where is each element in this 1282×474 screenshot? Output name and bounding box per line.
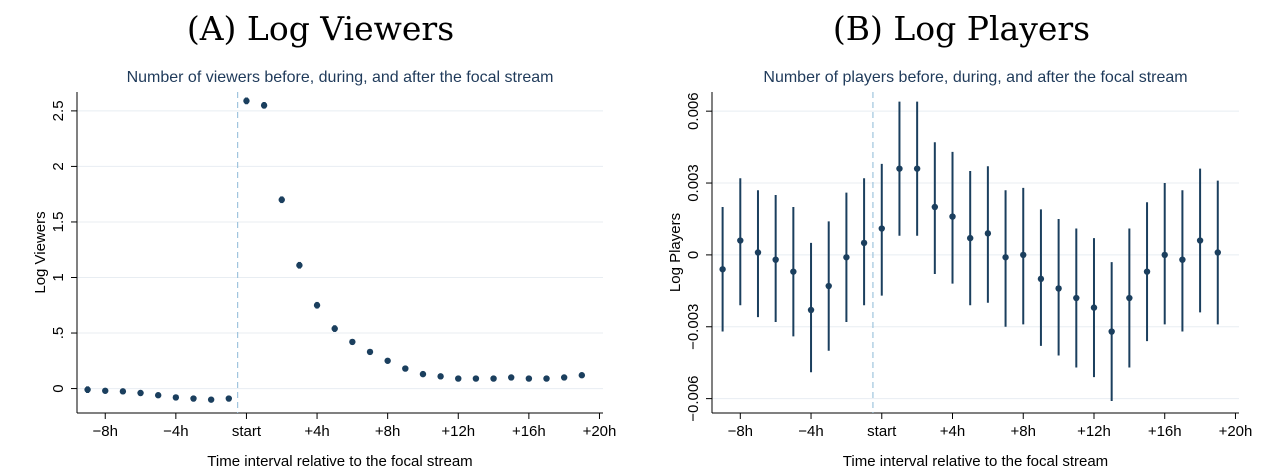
data-point — [508, 374, 515, 381]
data-point — [843, 254, 850, 261]
y-tick-label: 0.006 — [685, 92, 702, 130]
data-point — [578, 372, 586, 379]
data-point — [349, 338, 356, 346]
y-tick-label: −0.006 — [685, 375, 702, 421]
y-tick-label: 1.5 — [50, 212, 67, 233]
x-tick-label: −4h — [798, 423, 823, 440]
y-tick-label: .5 — [50, 327, 67, 340]
data-point — [296, 262, 303, 269]
data-point — [543, 375, 550, 382]
y-tick-label: 0.003 — [685, 164, 702, 202]
data-point — [1073, 294, 1080, 302]
panel-title: (B) Log Players — [832, 9, 1091, 48]
data-point — [490, 375, 497, 382]
x-tick-label: +20h — [583, 423, 617, 440]
panel-log-players: (B) Log Players Number of players before… — [641, 0, 1282, 474]
log-viewers-chart: Number of viewers before, during, and af… — [32, 69, 617, 470]
data-point — [278, 196, 285, 203]
x-axis-title: Time interval relative to the focal stre… — [843, 453, 1108, 470]
data-point — [1002, 254, 1009, 261]
data-point — [1108, 328, 1115, 335]
data-point — [225, 395, 232, 402]
chart-title: Number of players before, during, and af… — [763, 69, 1187, 86]
panel-title: (A) Log Viewers — [186, 9, 455, 48]
y-axis-title: Log Players — [667, 213, 684, 292]
x-tick-label: +12h — [1077, 423, 1111, 440]
data-point — [154, 392, 162, 399]
data-point — [878, 225, 885, 232]
x-tick-label: +8h — [1011, 423, 1036, 440]
data-point — [437, 373, 444, 380]
data-point — [1037, 275, 1045, 283]
data-point — [1161, 251, 1168, 259]
panel-log-viewers: (A) Log Viewers Number of viewers before… — [32, 9, 617, 470]
data-point — [137, 389, 144, 397]
x-tick-label: +4h — [304, 423, 329, 440]
y-tick-label: 0 — [50, 384, 67, 392]
data-point — [984, 230, 992, 237]
data-point — [384, 357, 391, 364]
data-point — [966, 234, 974, 242]
data-point — [84, 386, 91, 393]
data-point — [190, 395, 197, 402]
data-point — [119, 388, 127, 395]
data-point — [525, 375, 533, 382]
data-point — [807, 306, 815, 314]
data-point — [754, 249, 762, 256]
x-tick-label: +12h — [441, 423, 475, 440]
x-tick-label: start — [232, 423, 262, 440]
data-point — [102, 387, 109, 394]
x-tick-label: start — [867, 423, 897, 440]
data-point — [560, 374, 568, 381]
data-point — [366, 348, 374, 356]
x-tick-label: +20h — [1219, 423, 1253, 440]
y-tick-label: −0.003 — [685, 304, 702, 350]
chart-title: Number of viewers before, during, and af… — [127, 69, 554, 86]
data-point — [825, 282, 832, 290]
data-point — [719, 266, 726, 273]
y-tick-label: 2.5 — [50, 100, 67, 121]
y-tick-label: 0 — [685, 251, 702, 259]
x-tick-label: +4h — [940, 423, 965, 440]
x-tick-label: −4h — [163, 423, 188, 440]
data-point — [772, 256, 779, 263]
data-point — [331, 325, 338, 332]
x-tick-label: +16h — [512, 423, 546, 440]
y-axis-title: Log Viewers — [32, 211, 49, 293]
data-point — [1090, 304, 1098, 311]
data-point — [1020, 251, 1027, 259]
data-point — [260, 102, 268, 109]
data-point — [1143, 268, 1151, 275]
x-tick-label: −8h — [93, 423, 118, 440]
y-tick-label: 1 — [50, 273, 67, 281]
data-point — [243, 97, 250, 105]
data-point — [472, 375, 480, 382]
x-tick-label: −8h — [728, 423, 753, 440]
data-point — [931, 203, 939, 211]
data-point — [455, 375, 462, 382]
data-point — [860, 239, 868, 247]
data-point — [402, 365, 409, 372]
data-point — [1196, 237, 1204, 244]
data-point — [1179, 256, 1186, 263]
data-point — [790, 268, 797, 275]
data-point — [313, 302, 321, 309]
data-point — [913, 165, 921, 172]
data-point — [419, 370, 427, 378]
data-point — [1055, 285, 1062, 292]
x-axis-title: Time interval relative to the focal stre… — [207, 453, 472, 470]
x-tick-label: +16h — [1148, 423, 1182, 440]
log-players-chart: Number of players before, during, and af… — [667, 69, 1253, 470]
data-point — [737, 237, 744, 244]
data-point — [949, 213, 956, 220]
data-point — [1126, 294, 1133, 302]
y-tick-label: 2 — [50, 162, 67, 170]
x-tick-label: +8h — [375, 423, 400, 440]
data-point — [896, 165, 903, 172]
data-point — [172, 394, 180, 401]
data-point — [207, 396, 215, 403]
data-point — [1214, 249, 1221, 256]
